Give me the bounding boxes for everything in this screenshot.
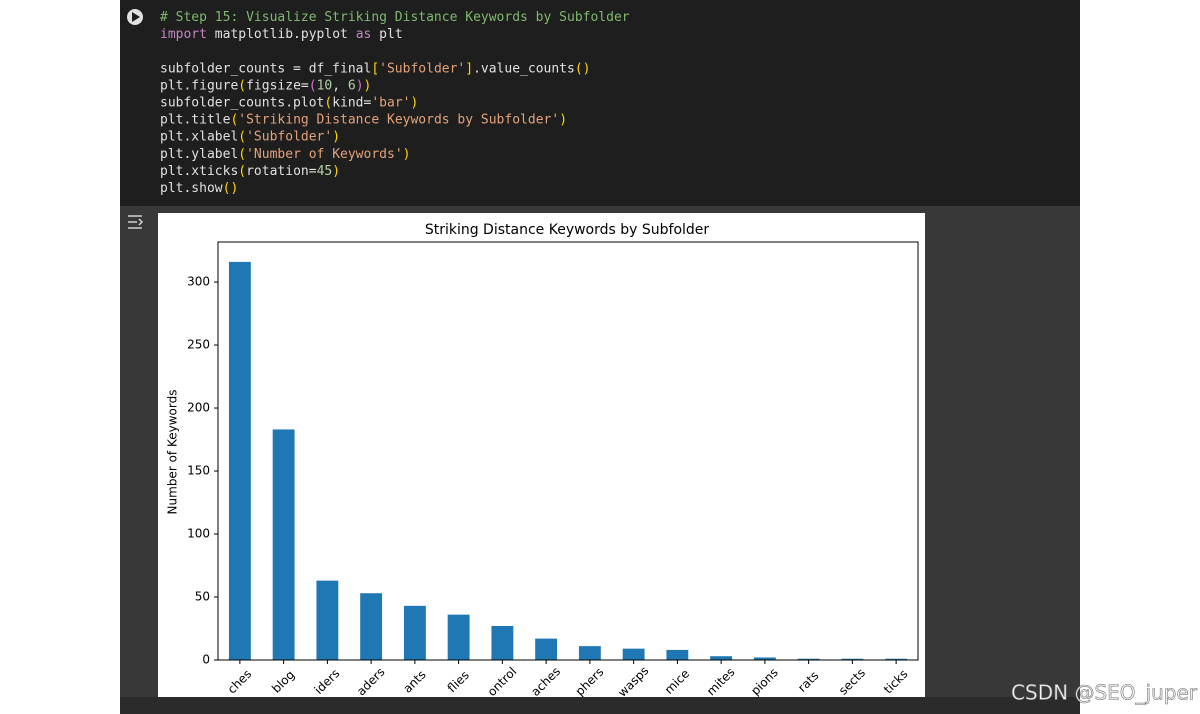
code-token: 'Number of Keywords' [246,146,403,161]
code-lines: # Step 15: Visualize Striking Distance K… [160,10,630,196]
bar [885,658,908,660]
code-token: 'Striking Distance Keywords by Subfolder… [238,112,559,127]
bar [841,658,864,660]
code-token: ) [559,112,567,127]
code-line: plt.title('Striking Distance Keywords by… [160,112,567,127]
code-line: import matplotlib.pyplot as plt [160,27,403,42]
code-token: # Step 15: Visualize Striking Distance K… [160,10,630,25]
chart-output: Striking Distance Keywords by Subfolder … [158,213,925,697]
code-cell [120,0,1080,206]
code-line: subfolder_counts = df_final['Subfolder']… [160,61,590,76]
code-token: matplotlib.pyplot [207,27,356,42]
bar [228,261,251,660]
code-token: plt.show [160,181,223,196]
y-axis-label: Number of Keywords [166,390,180,515]
code-token: as [356,27,372,42]
output-toggle[interactable] [128,215,144,229]
bar [710,656,733,660]
code-token: ) [332,129,340,144]
bar [316,580,339,660]
code-token: ] [465,61,473,76]
code-line: # Step 15: Visualize Striking Distance K… [160,10,630,25]
y-tick-label: 250 [187,338,210,352]
code-token: ) [364,78,372,93]
code-token: () [223,181,239,196]
bar [578,646,601,660]
code-token: ) [410,95,418,110]
code-line: plt.show() [160,181,238,196]
code-token: [ [371,61,379,76]
code-token: ( [324,95,332,110]
y-tick-label: 0 [202,653,210,667]
code-token: ( [230,112,238,127]
code-token: plt.ylabel [160,146,238,161]
code-token: figsize= [246,78,309,93]
code-token: 10 [317,78,333,93]
watermark: CSDN @SEO_juper [1011,681,1198,705]
bar [491,625,514,660]
y-tick-label: 200 [187,401,210,415]
code-token: ( [238,163,246,178]
y-tick-label: 100 [187,527,210,541]
code-token: kind= [332,95,371,110]
run-icon [132,12,140,22]
code-token: ( [238,146,246,161]
bar [447,614,470,660]
y-tick-label: 300 [187,275,210,289]
bar [797,658,820,660]
code-token: plt.figure [160,78,238,93]
code-token: ) [356,78,364,93]
code-token: subfolder_counts.plot [160,95,324,110]
bar [753,657,776,660]
code-token: import [160,27,207,42]
code-token: ( [238,129,246,144]
chart-title: Striking Distance Keywords by Subfolder [425,222,710,238]
code-line: plt.figure(figsize=(10, 6)) [160,78,371,93]
code-token: rotation= [246,163,317,178]
bar [272,429,295,660]
plot-frame [217,241,919,661]
code-token: 6 [348,78,356,93]
footer-strip [120,697,1080,714]
code-token: plt.title [160,112,231,127]
code-token: 'Subfolder' [379,61,465,76]
code-token: plt.xlabel [160,129,238,144]
code-token: , [332,78,348,93]
bar [535,638,558,660]
bar [360,593,383,660]
bar [666,649,689,660]
code-line: subfolder_counts.plot(kind='bar') [160,95,418,110]
code-token: 'bar' [371,95,410,110]
code-token: ( [238,78,246,93]
bar [403,605,426,660]
code-token: plt [371,27,402,42]
code-line: plt.ylabel('Number of Keywords') [160,146,410,161]
code-token: subfolder_counts = df_final [160,61,371,76]
code-token: ) [332,163,340,178]
bar [622,648,645,660]
code-line: plt.xlabel('Subfolder') [160,129,340,144]
code-token: 'Subfolder' [246,129,332,144]
code-token: ( [309,78,317,93]
code-line: plt.xticks(rotation=45) [160,163,340,178]
code-token: 45 [317,163,333,178]
code-token: () [575,61,591,76]
code-token: plt.xticks [160,163,238,178]
y-tick-label: 150 [187,464,210,478]
code-token: ) [403,146,411,161]
code-token: .value_counts [473,61,575,76]
y-tick-label: 50 [195,590,210,604]
